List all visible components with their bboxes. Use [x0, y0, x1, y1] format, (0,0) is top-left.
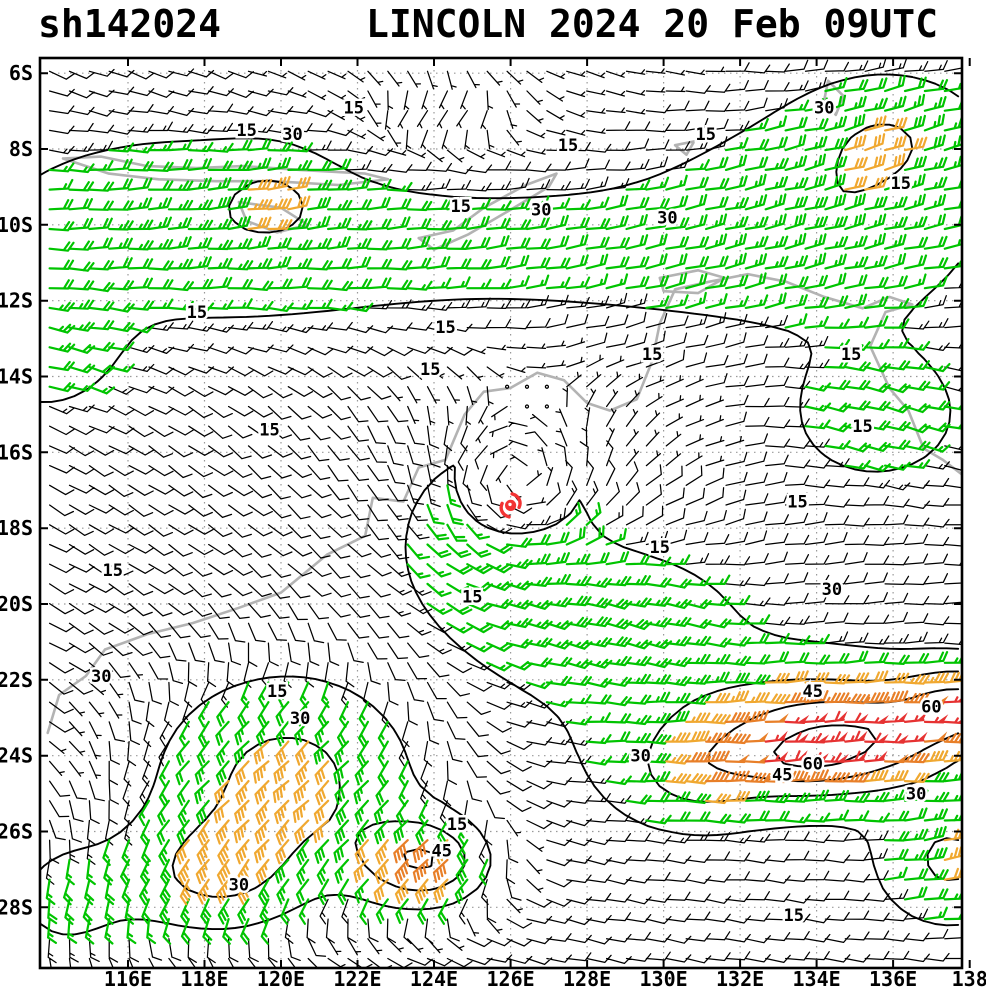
lat-tick-label: 12S	[0, 289, 33, 313]
lat-tick-label: 18S	[0, 516, 33, 540]
lat-tick-label: 26S	[0, 820, 33, 844]
contour-label: 15	[236, 121, 256, 141]
lat-tick-label: 22S	[0, 668, 33, 692]
contour-label: 15	[451, 197, 471, 217]
contour-label: 30	[630, 747, 650, 767]
lon-tick-label: 130E	[640, 967, 688, 989]
lon-tick-label: 120E	[257, 967, 305, 989]
contour-label: 15	[650, 538, 670, 558]
contour-label: 15	[259, 421, 279, 441]
lon-tick-label: 116E	[104, 967, 152, 989]
cyclone-tail-lower	[499, 501, 511, 519]
map-border	[38, 56, 964, 970]
coastline	[61, 155, 390, 187]
contour-label: 45	[803, 682, 823, 702]
contour-label: 15	[462, 587, 482, 607]
contour-label: 15	[267, 682, 287, 702]
contour-label: 60	[803, 754, 823, 774]
wind-barbs-bucket-0	[45, 58, 962, 968]
lon-tick-label: 136E	[869, 967, 917, 989]
wind-barbs-bucket-3	[393, 690, 962, 885]
cyclone-tail-upper	[510, 492, 522, 510]
storm-id: sh142024	[38, 2, 222, 46]
contour-label: 15	[558, 136, 578, 156]
contour-label: 15	[187, 303, 207, 323]
contour-label: 15	[102, 561, 122, 581]
lat-tick-label: 10S	[0, 213, 33, 237]
wind-barb-layer	[45, 58, 962, 968]
axis-layer: 116E 118E 120E 122E 124E 126E 128E 130E 132E 134E…	[0, 56, 986, 989]
axis-ticks	[40, 58, 971, 968]
contour-label: 45	[772, 766, 792, 786]
contour-label: 15	[852, 417, 872, 437]
lat-tick-label: 24S	[0, 744, 33, 768]
contour-label: 30	[531, 201, 551, 221]
contour-label: 15	[447, 815, 467, 835]
wind-barbs-bucket-1	[45, 74, 962, 945]
contour-label: 60	[921, 697, 941, 717]
lat-tick-label: 16S	[0, 440, 33, 464]
coastline	[46, 272, 962, 735]
lon-tick-label: 132E	[716, 967, 764, 989]
contour-label: 15	[695, 125, 715, 145]
coastline	[417, 172, 558, 251]
contour-label: 30	[91, 667, 111, 687]
contour-label: 15	[891, 174, 911, 194]
contour-label: 30	[290, 709, 310, 729]
coastline-layer	[46, 79, 962, 735]
contour-label: 15	[343, 98, 363, 118]
contour-label: 15	[420, 360, 440, 380]
lat-tick-label: 28S	[0, 895, 33, 919]
contour-label: 30	[282, 125, 302, 145]
contour-label: 30	[229, 876, 249, 896]
contour-label: 15	[642, 345, 662, 365]
coastline	[658, 269, 727, 295]
lon-tick-label: 118E	[180, 967, 228, 989]
coastline	[823, 79, 845, 117]
lat-tick-label: 20S	[0, 592, 33, 616]
lat-tick-label: 6S	[9, 61, 33, 85]
lon-tick-label: 134E	[793, 967, 841, 989]
lon-tick-label: 124E	[410, 967, 458, 989]
coastline	[673, 140, 696, 156]
cyclone-center-highlight	[508, 502, 512, 507]
contour-label: 30	[814, 98, 834, 118]
wind-barbs-bucket-2	[175, 115, 962, 906]
contour-label: 30	[906, 785, 926, 805]
lat-tick-label: 8S	[9, 137, 33, 161]
lat-tick-label: 14S	[0, 365, 33, 389]
isotach-contour-15	[40, 73, 960, 936]
lon-tick-label: 126E	[487, 967, 535, 989]
lon-tick-label: 128E	[563, 967, 611, 989]
contour-label: 15	[435, 318, 455, 338]
wind-barbs-bucket-4	[764, 696, 962, 763]
contour-label: 15	[787, 493, 807, 513]
contour-label: 30	[822, 580, 842, 600]
contour-label: 45	[431, 842, 451, 862]
lon-tick-label: 122E	[333, 967, 381, 989]
lon-tick-label: 138	[952, 967, 986, 989]
contour-label: 15	[841, 345, 861, 365]
contour-label: 15	[783, 906, 803, 926]
contour-label: 30	[657, 208, 677, 228]
page-title: LINCOLN 2024 20 Feb 09UTC	[366, 2, 938, 46]
cyclone-symbol	[499, 492, 522, 519]
